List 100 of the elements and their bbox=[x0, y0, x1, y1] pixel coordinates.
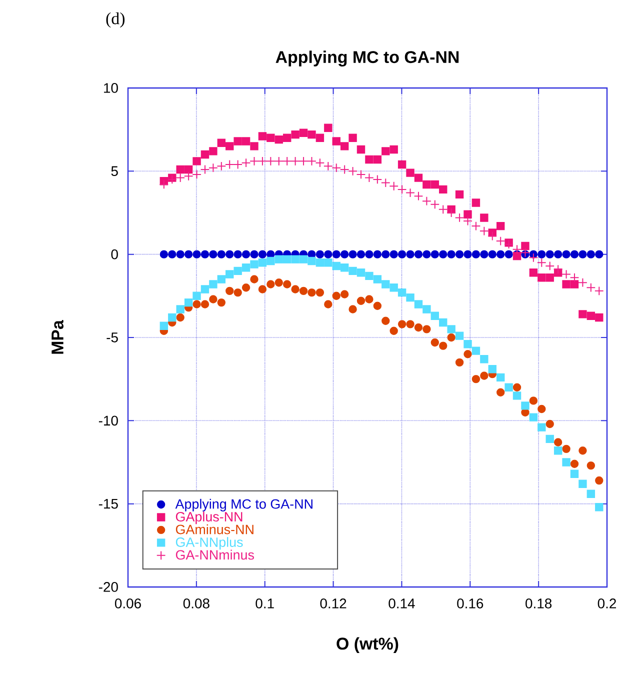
legend-label: GA-NNplus bbox=[176, 537, 243, 550]
point bbox=[447, 333, 456, 342]
point bbox=[282, 134, 292, 142]
point bbox=[455, 250, 464, 258]
point bbox=[455, 358, 464, 367]
point bbox=[274, 255, 283, 264]
point bbox=[250, 260, 258, 268]
point bbox=[299, 128, 308, 138]
point bbox=[480, 214, 488, 222]
point bbox=[464, 250, 472, 258]
point bbox=[496, 250, 505, 258]
point bbox=[480, 355, 488, 364]
point bbox=[356, 250, 366, 258]
point bbox=[316, 258, 324, 267]
point bbox=[340, 264, 349, 272]
point bbox=[389, 181, 399, 191]
point bbox=[382, 280, 390, 288]
point bbox=[316, 250, 324, 258]
point bbox=[356, 170, 366, 180]
point bbox=[521, 402, 530, 410]
point bbox=[422, 305, 431, 314]
point bbox=[414, 300, 423, 308]
point bbox=[546, 274, 554, 282]
point bbox=[365, 272, 374, 280]
point bbox=[200, 164, 210, 174]
point bbox=[299, 255, 308, 264]
point bbox=[398, 320, 406, 328]
point bbox=[439, 185, 448, 194]
point bbox=[562, 270, 571, 279]
point bbox=[562, 458, 570, 466]
point bbox=[406, 293, 414, 302]
point bbox=[406, 168, 414, 177]
point bbox=[570, 250, 579, 258]
point bbox=[447, 250, 456, 258]
point bbox=[242, 283, 250, 292]
point bbox=[234, 288, 242, 297]
point bbox=[209, 280, 218, 288]
point bbox=[595, 313, 604, 322]
point bbox=[529, 396, 538, 405]
point bbox=[373, 275, 382, 284]
point bbox=[315, 158, 325, 168]
x-tick-label: 0.2 bbox=[598, 598, 616, 608]
point bbox=[570, 470, 579, 478]
point bbox=[496, 222, 505, 230]
point bbox=[488, 364, 496, 374]
point bbox=[241, 158, 251, 168]
point bbox=[586, 282, 596, 292]
x-tick-label: 0.1 bbox=[256, 598, 274, 608]
point bbox=[554, 250, 562, 258]
y-tick-label: 0 bbox=[111, 249, 118, 260]
point bbox=[529, 413, 538, 422]
point bbox=[439, 250, 448, 258]
point bbox=[586, 312, 596, 320]
point bbox=[422, 325, 431, 334]
y-tick-label: -5 bbox=[106, 332, 118, 342]
point bbox=[332, 137, 340, 146]
x-tick-label: 0.16 bbox=[457, 598, 484, 608]
point bbox=[217, 298, 226, 307]
point bbox=[316, 288, 324, 297]
point bbox=[570, 280, 579, 288]
point bbox=[242, 250, 250, 258]
point bbox=[184, 165, 193, 174]
point bbox=[382, 147, 390, 156]
point bbox=[570, 272, 580, 282]
point bbox=[250, 142, 258, 150]
point bbox=[307, 156, 316, 166]
point bbox=[356, 296, 366, 305]
point bbox=[496, 388, 505, 396]
point bbox=[512, 392, 522, 400]
point bbox=[595, 250, 604, 258]
point bbox=[390, 326, 398, 335]
point bbox=[546, 434, 554, 444]
point bbox=[414, 191, 424, 201]
point bbox=[430, 180, 440, 189]
point bbox=[521, 242, 530, 250]
point bbox=[176, 250, 184, 258]
point bbox=[298, 156, 308, 166]
point bbox=[471, 221, 481, 231]
point bbox=[200, 150, 210, 159]
point bbox=[258, 250, 267, 258]
point bbox=[455, 190, 464, 199]
point bbox=[397, 184, 407, 194]
point bbox=[463, 216, 472, 226]
point bbox=[365, 155, 374, 164]
point bbox=[200, 285, 210, 294]
point bbox=[364, 173, 374, 183]
point bbox=[488, 250, 496, 258]
point bbox=[332, 250, 340, 258]
point bbox=[332, 163, 342, 173]
y-axis-title: MPa bbox=[52, 320, 64, 354]
point bbox=[446, 208, 456, 218]
point bbox=[538, 274, 546, 282]
point bbox=[226, 270, 234, 278]
point bbox=[538, 250, 546, 258]
point bbox=[250, 250, 258, 258]
point bbox=[529, 268, 538, 277]
point bbox=[479, 226, 489, 236]
point bbox=[373, 155, 382, 164]
point bbox=[274, 135, 283, 144]
point bbox=[414, 174, 423, 182]
